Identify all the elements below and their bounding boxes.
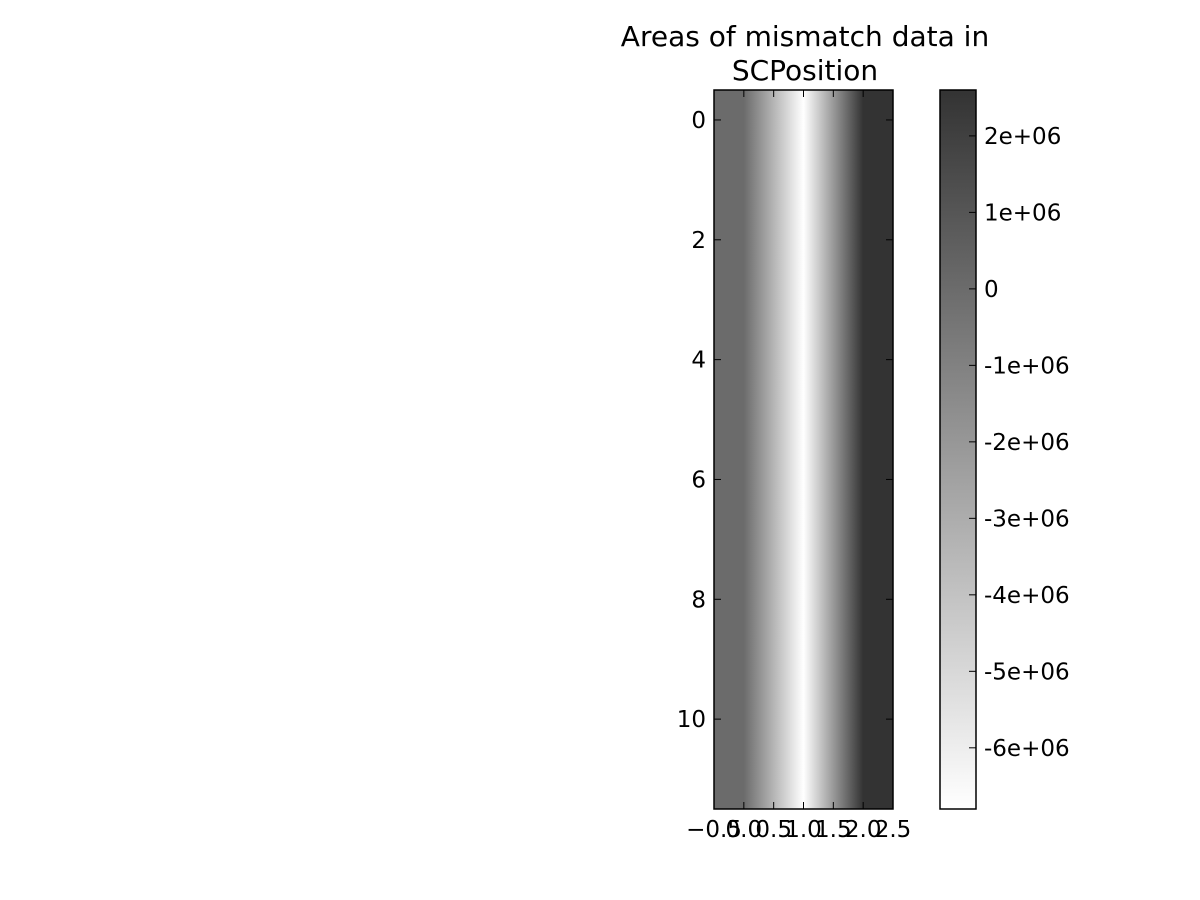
x-tick-label: −0.5 <box>686 817 742 843</box>
y-tick-label: 4 <box>691 348 706 374</box>
x-tick-label: 1.5 <box>815 817 852 843</box>
chart-title-line-1: Areas of mismatch data in <box>621 20 989 53</box>
colorbar-image <box>940 90 976 809</box>
y-tick-label: 6 <box>691 467 706 493</box>
x-tick-label: 2.5 <box>875 817 912 843</box>
colorbar-tick-label: -3e+06 <box>984 506 1070 532</box>
colorbar-tick-label: 0 <box>984 277 999 303</box>
x-tick-label: 0.0 <box>726 817 763 843</box>
x-tick-label: 2.0 <box>845 817 882 843</box>
y-tick-label: 10 <box>677 707 706 733</box>
colorbar-tick-label: 1e+06 <box>984 200 1061 226</box>
colorbar-tick-label: -6e+06 <box>984 736 1070 762</box>
y-tick-label: 2 <box>691 228 706 254</box>
x-axis: −0.50.00.51.01.52.02.5 <box>686 90 911 843</box>
y-axis: 0 2 4 6 8 10 <box>677 108 893 733</box>
colorbar-tick-label: -4e+06 <box>984 583 1070 609</box>
colorbar-tick-label: -2e+06 <box>984 430 1070 456</box>
y-tick-label: 0 <box>691 108 706 134</box>
x-tick-label: 1.0 <box>785 817 822 843</box>
heatmap-image <box>714 90 893 809</box>
colorbar-frame <box>939 89 977 810</box>
x-tick-label: 0.5 <box>755 817 792 843</box>
chart-title-line-2: SCPosition <box>732 54 878 87</box>
colorbar-tick-label: -1e+06 <box>984 353 1070 379</box>
colorbar-axis: 2e+06 1e+06 0 -1e+06 -2e+06 -3e+06 -4e+06 -5e+0… <box>969 124 1070 762</box>
colorbar-tick-label: -5e+06 <box>984 659 1070 685</box>
y-tick-label: 8 <box>691 587 706 613</box>
colorbar-tick-label: 2e+06 <box>984 124 1061 150</box>
